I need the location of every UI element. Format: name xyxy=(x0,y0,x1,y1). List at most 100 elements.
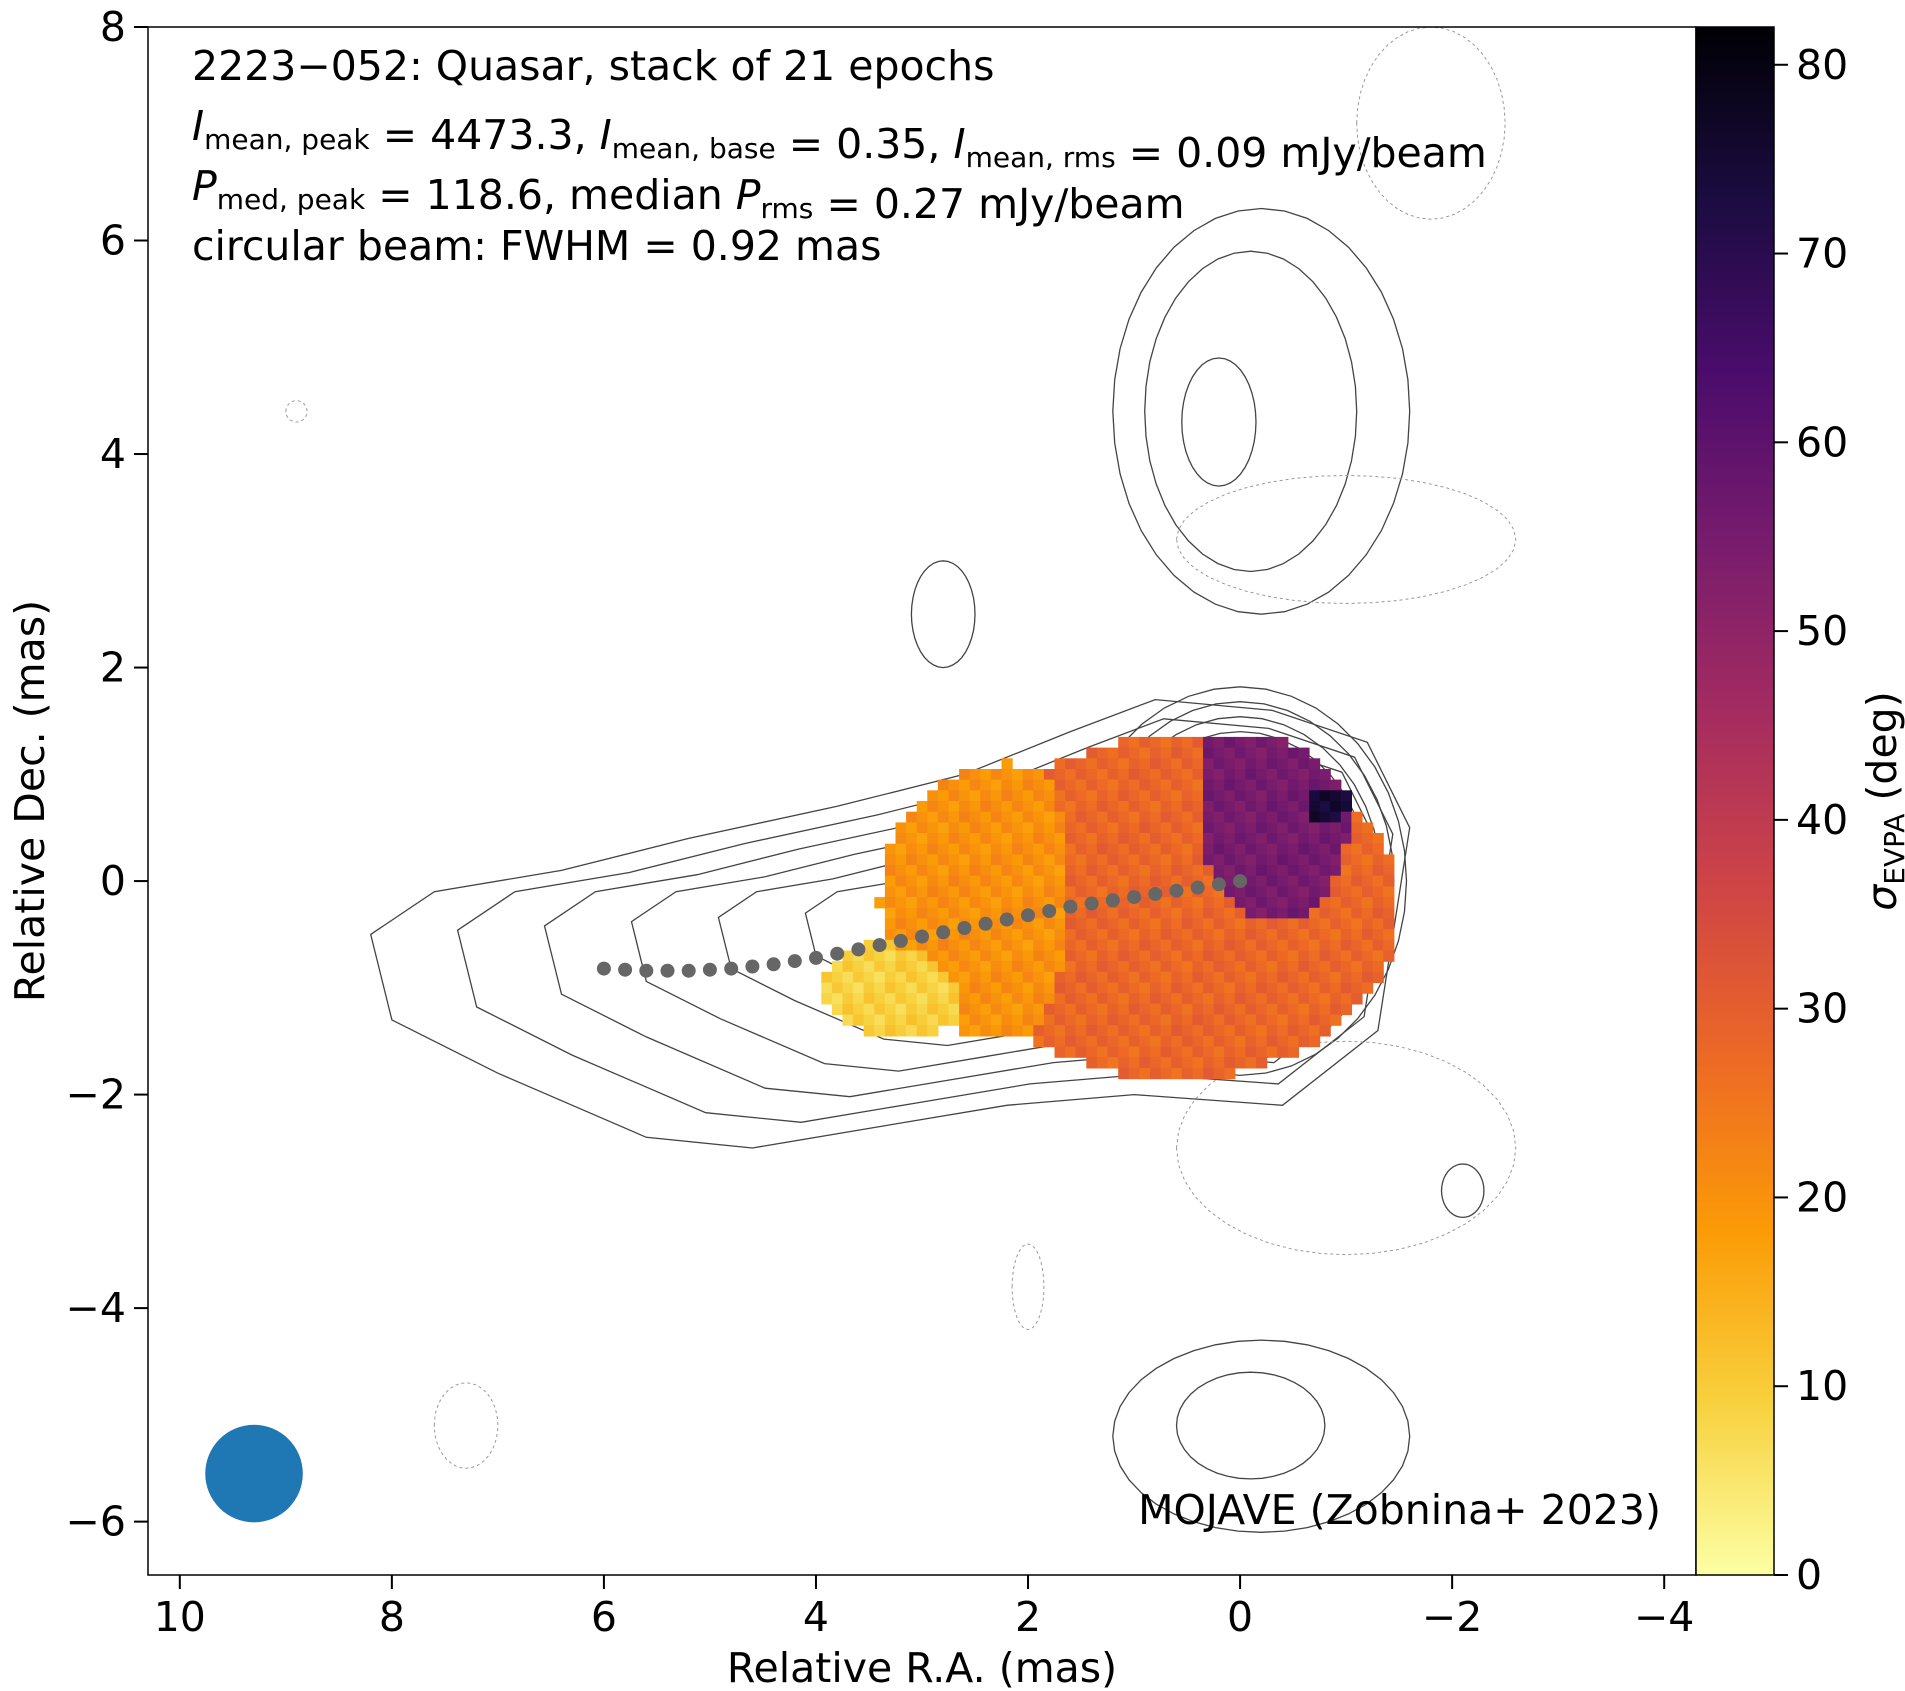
sigma-pixel xyxy=(1033,865,1045,877)
ridgeline xyxy=(596,874,1248,978)
sigma-pixel xyxy=(1309,982,1321,994)
sigma-pixel xyxy=(1362,961,1374,973)
sigma-pixel xyxy=(906,982,918,994)
sigma-pixel xyxy=(1287,1046,1299,1058)
sigma-pixel xyxy=(863,1003,875,1016)
sigma-pixel xyxy=(1351,982,1363,994)
sigma-pixel xyxy=(937,1003,950,1016)
sigma-pixel xyxy=(821,982,833,994)
sigma-pixel xyxy=(1171,939,1183,952)
sigma-pixel xyxy=(927,886,939,898)
sigma-pixel xyxy=(1256,833,1268,845)
sigma-pixel xyxy=(969,801,981,813)
sigma-pixel xyxy=(1245,982,1257,994)
sigma-pixel xyxy=(1128,918,1140,930)
sigma-pixel xyxy=(1150,897,1162,909)
sigma-pixel xyxy=(1277,736,1289,749)
sigma-pixel xyxy=(906,1003,918,1016)
sigma-pixel xyxy=(1118,833,1130,845)
sigma-pixel xyxy=(1171,907,1183,920)
sigma-pixel xyxy=(1001,1014,1013,1026)
sigma-pixel xyxy=(1277,758,1289,770)
sigma-pixel xyxy=(1128,1014,1140,1026)
sigma-pixel xyxy=(1075,971,1087,984)
sigma-pixel xyxy=(1192,1014,1204,1026)
sigma-pixel xyxy=(895,897,907,909)
sigma-pixel xyxy=(1340,961,1352,973)
sigma-pixel xyxy=(1309,1035,1321,1048)
sigma-pixel xyxy=(1150,790,1162,802)
sigma-pixel xyxy=(1224,875,1236,887)
sigma-pixel xyxy=(1277,769,1289,781)
sigma-pixel xyxy=(1256,758,1268,770)
sigma-pixel xyxy=(1033,1003,1045,1016)
sigma-pixel xyxy=(1224,971,1236,984)
sigma-pixel xyxy=(1107,790,1119,802)
sigma-pixel xyxy=(1096,854,1109,866)
sigma-pixel xyxy=(863,971,875,984)
sigma-pixel xyxy=(1171,929,1183,941)
sigma-pixel xyxy=(1086,875,1098,887)
sigma-pixel xyxy=(1340,950,1352,962)
sigma-pixel xyxy=(1245,929,1257,941)
sigma-pixel xyxy=(1298,811,1310,823)
sigma-pixel xyxy=(1171,1003,1183,1016)
sigma-pixel xyxy=(969,854,981,866)
sigma-pixel xyxy=(927,897,939,909)
sigma-pixel xyxy=(1362,854,1374,866)
sigma-pixel xyxy=(959,779,971,791)
sigma-pixel xyxy=(1128,1025,1140,1037)
sigma-pixel xyxy=(1203,747,1215,759)
sigma-pixel xyxy=(916,982,928,994)
sigma-pixel xyxy=(1107,1057,1119,1069)
sigma-pixel xyxy=(1298,939,1310,952)
sigma-pixel xyxy=(1309,897,1321,909)
sigma-pixel xyxy=(937,822,950,834)
sigma-pixel xyxy=(1256,897,1268,909)
sigma-pixel xyxy=(1160,907,1172,920)
sigma-pixel xyxy=(863,1025,875,1037)
sigma-pixel xyxy=(1213,1046,1225,1058)
sigma-pixel xyxy=(1043,929,1056,941)
sigma-pixel xyxy=(1075,886,1087,898)
sigma-pixel xyxy=(1298,929,1310,941)
sigma-pixel xyxy=(948,875,960,887)
sigma-pixel xyxy=(874,993,886,1005)
sigma-pixel xyxy=(1128,875,1140,887)
sigma-pixel xyxy=(1086,939,1098,952)
sigma-pixel xyxy=(916,843,928,855)
sigma-pixel xyxy=(1234,779,1246,791)
sigma-pixel xyxy=(990,1025,1003,1037)
sigma-pixel xyxy=(1012,843,1024,855)
sigma-pixel xyxy=(1203,993,1215,1005)
sigma-pixel xyxy=(1340,790,1352,802)
sigma-pixel xyxy=(1362,843,1374,855)
sigma-pixel xyxy=(1054,982,1066,994)
contour-line xyxy=(1181,357,1257,487)
sigma-pixel xyxy=(948,1003,960,1016)
sigma-pixel xyxy=(1033,961,1045,973)
sigma-pixel xyxy=(884,939,897,952)
sigma-pixel xyxy=(1330,811,1342,823)
ridgeline-point xyxy=(596,961,611,976)
sigma-pixel xyxy=(1383,907,1395,920)
sigma-pixel xyxy=(1118,993,1130,1005)
sigma-pixel xyxy=(916,971,928,984)
sigma-pixel xyxy=(895,950,907,962)
sigma-pixel xyxy=(831,971,844,984)
sigma-pixel xyxy=(1224,1025,1236,1037)
sigma-pixel xyxy=(1192,1025,1204,1037)
sigma-pixel xyxy=(1118,918,1130,930)
x-tick-label: 6 xyxy=(591,1593,617,1641)
sigma-pixel xyxy=(1245,854,1257,866)
sigma-pixel xyxy=(990,779,1003,791)
sigma-pixel xyxy=(1022,1003,1034,1016)
sigma-pixel xyxy=(1330,854,1342,866)
sigma-pixel xyxy=(980,769,992,781)
sigma-pixel xyxy=(1086,833,1098,845)
sigma-pixel xyxy=(959,801,971,813)
sigma-pixel xyxy=(1128,833,1140,845)
sigma-pixel xyxy=(1022,918,1034,930)
sigma-pixel xyxy=(1086,758,1098,770)
sigma-pixel xyxy=(1150,1067,1162,1080)
